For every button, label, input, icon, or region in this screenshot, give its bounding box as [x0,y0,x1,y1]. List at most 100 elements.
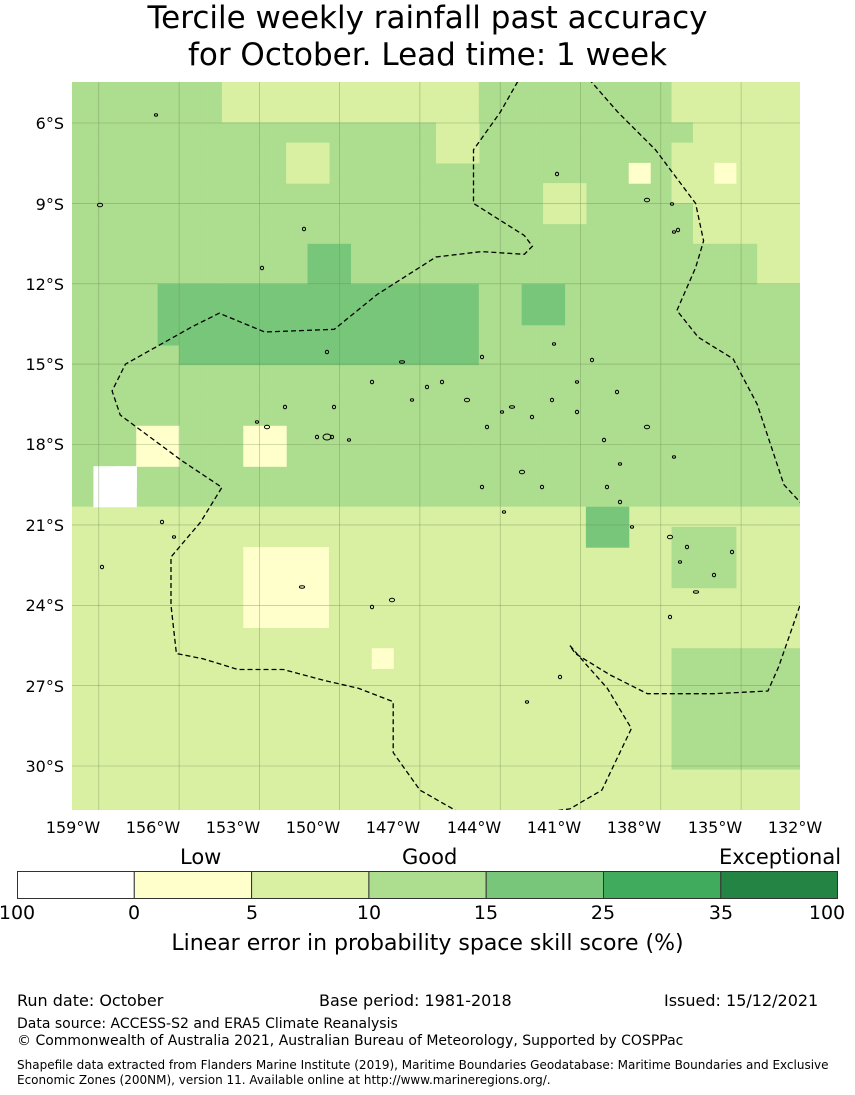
grid-cell-patch [714,162,737,184]
grid-cell [350,688,373,710]
skill-map[interactable] [72,82,800,810]
grid-cell [243,526,266,548]
grid-cell [286,708,309,730]
grid-cell [650,466,673,488]
grid-cell [692,486,715,508]
grid-cell [371,668,394,690]
grid-cell [564,365,587,386]
eez-boundary [111,82,800,810]
grid-cell [136,486,159,508]
grid-cell [371,587,394,609]
island-outline [671,230,677,234]
grid-cell [157,567,180,589]
grid-cell [221,607,244,629]
lat-label-30s: 30°S [25,757,64,776]
grid-cell [521,183,544,204]
grid-cell [543,749,566,771]
grid-cell [735,385,758,407]
skill-grid [72,82,800,810]
island-outline [346,438,352,442]
grid-cell [114,284,137,306]
grid-cell [243,223,266,245]
grid-cell [393,749,416,771]
grid-cell [72,607,95,629]
grid-cell [350,668,373,690]
grid-cell [671,162,694,184]
grid-cell [93,324,116,346]
grid-cell [200,587,223,609]
grid-cell [478,385,501,407]
grid-cell [350,547,373,568]
grid-cell [393,223,416,245]
grid-cell [93,425,116,447]
grid-cell [564,648,587,670]
grid-cell [371,729,394,750]
grid-cell [179,162,202,184]
grid-cell [286,183,309,204]
grid-cell [457,324,480,346]
grid-cell [478,122,501,144]
grid-cell [585,688,608,710]
grid-cell [328,142,351,164]
grid-cell [478,142,501,164]
colorbar [17,871,838,899]
grid-cell [650,405,673,427]
grid-cell [393,526,416,548]
grid-cell [714,789,737,810]
grid-cell [628,789,651,810]
grid-cell [114,526,137,548]
grid-cell [200,82,223,103]
grid-cell [114,446,137,467]
grid-cell [114,547,137,568]
grid-cell [607,769,630,791]
grid-cell [393,446,416,467]
grid-cell [371,769,394,791]
map-panel[interactable] [72,82,800,810]
island-outline [643,197,651,203]
grid-cell [564,466,587,488]
grid-cell [179,365,202,386]
grid-cell [671,385,694,407]
grid-cell [93,162,116,184]
grid-cell [307,122,330,144]
grid-cell [393,506,416,528]
grid-cell [650,82,673,103]
grid-cell [607,708,630,730]
grid-cell [543,243,566,265]
grid-cell [671,82,694,103]
grid-cell [264,466,287,488]
grid-cell [93,446,116,467]
grid-cell [757,547,780,568]
grid-cell [735,668,758,690]
grid-cell [757,526,780,548]
grid-cell [500,122,523,144]
grid-cell [221,789,244,810]
grid-cell [671,648,694,670]
grid-cell [564,243,587,265]
grid-cell [350,648,373,670]
grid-cell [371,425,394,447]
grid-cell [371,547,394,568]
grid-cell [478,243,501,265]
colorbar-swatch-above-35 [720,871,838,899]
grid-cell [692,405,715,427]
grid-cell [264,405,287,427]
island-outline [369,379,375,385]
island-outline [282,404,288,410]
grid-cell [136,648,159,670]
grid-cell [264,769,287,791]
grid-cell [328,162,351,184]
grid-cell [628,102,651,124]
grid-cell [692,607,715,629]
grid-cell [585,708,608,730]
grid-cell [114,567,137,589]
grid-cell [200,648,223,670]
grid-cell [521,506,544,528]
grid-cell [778,607,800,629]
grid-cell [264,708,287,730]
grid-cell [264,587,287,609]
grid-cell [221,587,244,609]
grid-cell [714,203,737,225]
grid-cell [457,365,480,386]
grid-cell [393,607,416,629]
